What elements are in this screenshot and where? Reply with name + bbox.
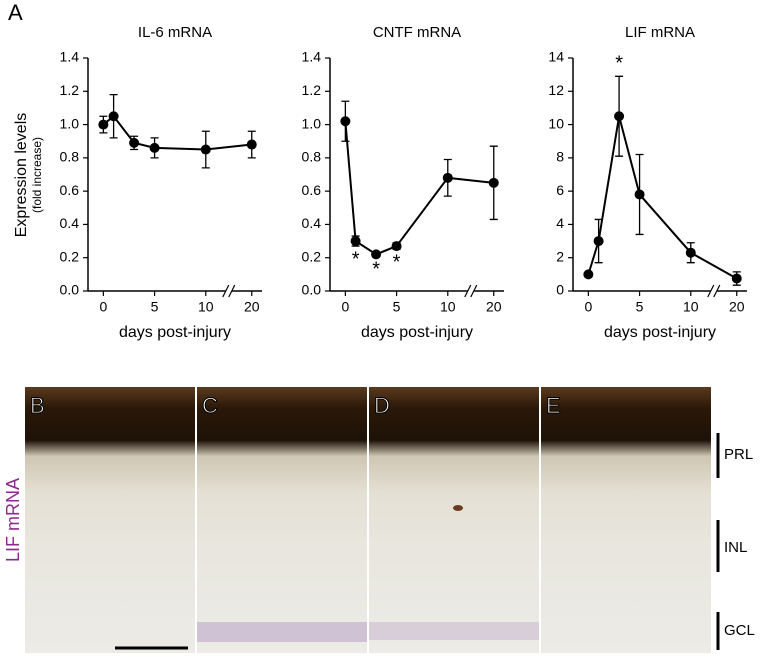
- axis-break: [707, 284, 715, 298]
- data-point: [583, 269, 594, 280]
- x-axis-label: days post-injury: [119, 324, 231, 341]
- y-tick-label: 8: [556, 149, 564, 165]
- y-tick-label: 4: [556, 215, 564, 231]
- y-axis-label: Expression levels: [13, 113, 30, 238]
- x-tick-label: 20: [244, 299, 260, 315]
- y-tick-label: 0.2: [60, 248, 80, 264]
- y-tick-label: 10: [548, 115, 564, 131]
- y-tick-label: 1.4: [60, 49, 80, 65]
- micrograph: [25, 387, 195, 653]
- x-tick-label: 5: [151, 299, 159, 315]
- chart-title: IL-6 mRNA: [138, 24, 212, 41]
- x-axis-label: days post-injury: [604, 324, 716, 341]
- data-point: [371, 249, 382, 260]
- y-tick-label: 0: [556, 282, 564, 298]
- axis-break: [713, 284, 721, 298]
- panel-label: D: [374, 393, 390, 418]
- data-point: [488, 177, 499, 188]
- y-tick-label: 1.4: [302, 49, 322, 65]
- micrograph-ylabel: LIF mRNA: [3, 478, 23, 562]
- panel-label: C: [202, 393, 218, 418]
- y-tick-label: 6: [556, 182, 564, 198]
- layer-label: PRL: [724, 446, 753, 463]
- micrograph: [369, 387, 539, 653]
- significance-marker: *: [352, 248, 360, 270]
- data-point: [129, 137, 140, 148]
- axis-break: [470, 284, 478, 298]
- y-tick-label: 2: [556, 248, 564, 264]
- artifact: [453, 505, 463, 511]
- data-point: [149, 142, 160, 153]
- y-tick-label: 0.6: [302, 182, 322, 198]
- x-tick-label: 10: [683, 299, 699, 315]
- axis-break: [464, 284, 472, 298]
- data-point: [442, 172, 453, 183]
- y-tick-label: 0.6: [60, 182, 80, 198]
- chart-title: CNTF mRNA: [373, 24, 461, 41]
- data-point: [634, 189, 645, 200]
- y-axis-sublabel: (fold increase): [30, 137, 44, 213]
- significance-marker: *: [615, 53, 623, 75]
- data-point: [350, 236, 361, 247]
- panel-label: B: [30, 393, 45, 418]
- data-point: [614, 111, 625, 122]
- micrograph: [541, 387, 711, 653]
- data-point: [685, 247, 696, 258]
- data-line: [102, 114, 252, 151]
- significance-marker: *: [393, 252, 401, 274]
- axis-break: [222, 284, 230, 298]
- y-tick-label: 0.0: [60, 282, 80, 298]
- panel-label: E: [546, 393, 561, 418]
- y-tick-label: 1.0: [302, 115, 322, 131]
- data-point: [98, 119, 109, 130]
- x-tick-label: 20: [486, 299, 502, 315]
- x-axis-label: days post-injury: [361, 324, 473, 341]
- x-tick-label: 0: [584, 299, 592, 315]
- y-tick-label: 0.4: [302, 215, 322, 231]
- y-tick-label: 12: [548, 82, 564, 98]
- x-tick-label: 0: [341, 299, 349, 315]
- significance-marker: *: [372, 258, 380, 280]
- data-point: [108, 111, 119, 122]
- data-point: [391, 241, 402, 252]
- y-tick-label: 0.0: [302, 282, 322, 298]
- y-tick-label: 1.0: [60, 115, 80, 131]
- y-tick-label: 0.2: [302, 248, 322, 264]
- x-tick-label: 10: [440, 299, 456, 315]
- data-point: [731, 273, 742, 284]
- y-tick-label: 0.8: [302, 149, 322, 165]
- charts: IL-6 mRNA days post-injury Expression leve…: [13, 24, 747, 341]
- data-line: [344, 121, 494, 256]
- y-tick-label: 0.8: [60, 149, 80, 165]
- panel-label: A: [8, 0, 23, 25]
- gcl-stain: [369, 622, 539, 640]
- y-tick-label: 1.2: [60, 82, 80, 98]
- y-tick-label: 14: [548, 49, 564, 65]
- x-tick-label: 5: [393, 299, 401, 315]
- micrograph: [197, 387, 367, 653]
- y-tick-label: 1.2: [302, 82, 322, 98]
- data-point: [200, 144, 211, 155]
- gcl-stain: [197, 622, 367, 642]
- y-tick-label: 0.4: [60, 215, 80, 231]
- data-point: [340, 116, 351, 127]
- chart-title: LIF mRNA: [625, 24, 695, 41]
- x-tick-label: 20: [729, 299, 745, 315]
- x-tick-label: 0: [99, 299, 107, 315]
- data-point: [246, 139, 257, 150]
- x-tick-label: 10: [198, 299, 214, 315]
- axis-break: [228, 284, 236, 298]
- layer-label: GCL: [724, 622, 755, 639]
- layer-label: INL: [724, 539, 747, 556]
- data-line: [587, 115, 738, 280]
- x-tick-label: 5: [636, 299, 644, 315]
- micrographs: PRL INL GCL LIF mRNA B C D E: [3, 387, 755, 653]
- data-point: [593, 236, 604, 247]
